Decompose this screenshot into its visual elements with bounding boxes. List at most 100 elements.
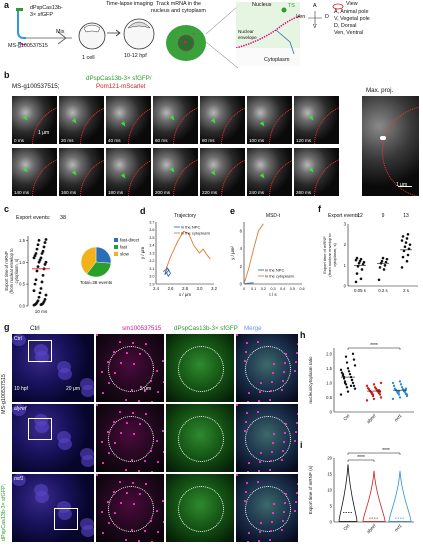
- mrna-spot: [257, 481, 259, 483]
- mrna-spot: [259, 531, 261, 533]
- x-tick-label: alyref: [366, 523, 378, 535]
- mrna-spot: [272, 512, 274, 514]
- nuclear-envelope-outline: [80, 104, 104, 144]
- data-point: [344, 355, 348, 358]
- time-frame: 40 ms: [106, 96, 151, 144]
- mrna-spot: [270, 460, 272, 462]
- data-point: [392, 384, 396, 388]
- mrna-spot: [151, 471, 153, 472]
- data-point: [385, 257, 389, 261]
- green-arrow-icon: [169, 115, 177, 122]
- mrna-spot: [113, 351, 115, 353]
- y-tick-label: 3: [344, 222, 347, 227]
- nuclear-envelope-outline: [314, 104, 339, 144]
- nucleus-blob: [57, 361, 71, 373]
- data-point: [42, 245, 46, 249]
- frame-time-label: 160 ms: [61, 190, 77, 195]
- data-point: [350, 378, 354, 382]
- data-point: [384, 260, 388, 264]
- mrna-spot: [270, 530, 272, 532]
- col-header-merge: Merge: [244, 325, 262, 332]
- y-tick-label: 10: [327, 488, 332, 493]
- mrna-spot: [285, 493, 287, 495]
- mrna-spot: [131, 389, 133, 391]
- green-arrow-icon: [22, 115, 30, 122]
- mrna-spot: [259, 461, 261, 463]
- one-cell-embryo-icon: [78, 22, 106, 50]
- col-header-ctrl: Ctrl: [30, 325, 40, 332]
- data-point: [44, 260, 48, 264]
- mrna-spot: [245, 351, 247, 353]
- data-point: [377, 278, 381, 282]
- chart-title: MSD-t: [266, 213, 281, 219]
- data-point: [37, 295, 41, 299]
- data-point: [355, 256, 359, 260]
- data-point: [39, 287, 43, 290]
- frame-time-label: 120 ms: [296, 138, 312, 143]
- y-tick-label: 1.5: [19, 238, 25, 243]
- legend-swatch: [114, 245, 118, 249]
- x-tick-label: 0.6: [299, 287, 304, 291]
- mrna-spot: [283, 511, 285, 513]
- x-tick-label: alyref: [366, 413, 378, 425]
- mrna-spot: [150, 520, 152, 522]
- events-count: 9: [382, 213, 385, 219]
- legend-label: slow: [120, 252, 130, 257]
- panel-label-d: d: [140, 206, 146, 216]
- frame-time-label: 0 ms: [14, 138, 24, 143]
- mrna-spot: [245, 421, 247, 423]
- y-tick-label: 2: [240, 264, 243, 269]
- mrna-spot: [285, 423, 287, 425]
- mrna-spot: [157, 461, 159, 463]
- mrna-spot: [269, 399, 271, 401]
- data-point: [400, 266, 404, 269]
- mrna-spot: [273, 503, 275, 505]
- mrna-spot: [102, 392, 104, 394]
- nucleus-outline: [245, 486, 291, 532]
- y-tick-label: 3.2: [149, 259, 154, 263]
- y-tick-label: 1.0: [326, 380, 332, 385]
- mrna-spot: [113, 491, 115, 493]
- mrna-spot: [132, 342, 134, 344]
- mrna-spot: [163, 521, 164, 523]
- construct-label-2: 3× sfGFP: [30, 12, 53, 18]
- compass-icon: [308, 11, 322, 25]
- merge-image: [236, 404, 298, 472]
- data-point: [407, 247, 411, 251]
- x-tick-label: 2 s: [403, 288, 410, 293]
- mrna-spot: [120, 432, 122, 434]
- mrna-spot: [102, 532, 104, 534]
- data-point: [38, 258, 42, 262]
- legend-swatch: [114, 238, 118, 242]
- panel-b-title-red: Pom121-mScarlet: [96, 83, 146, 90]
- mrna-spot: [269, 469, 271, 471]
- mrna-spot: [272, 372, 274, 374]
- mrna-spot: [247, 541, 249, 542]
- y-tick-label: 15: [327, 472, 332, 477]
- mrna-spot: [131, 529, 133, 531]
- data-point: [405, 393, 409, 396]
- legend-v: V, Vegetal pole: [334, 16, 370, 22]
- mrna-spot: [144, 460, 146, 462]
- mrna-spot: [151, 401, 153, 402]
- x-axis-label: x / μm: [179, 292, 192, 297]
- green-arrow-icon: [210, 118, 218, 125]
- imaging-label-1: Time-lapse imaging: [106, 1, 153, 7]
- mrna-spot: [139, 423, 141, 425]
- green-arrow-icon: [71, 170, 79, 177]
- mrna-spot: [139, 353, 141, 355]
- frame-time-label: 40 ms: [108, 138, 121, 143]
- sm-image: [96, 334, 164, 402]
- legend-ven: Ven, Ventral: [334, 30, 364, 36]
- data-point: [39, 256, 43, 260]
- data-point: [378, 266, 382, 269]
- events-count: 13: [403, 213, 409, 219]
- mrna-spot: [114, 372, 116, 374]
- mrna-spot: [101, 441, 103, 443]
- mrna-spot: [285, 353, 287, 355]
- data-point: [393, 387, 397, 390]
- mrna-spot: [162, 430, 164, 432]
- msd-line: [243, 282, 254, 285]
- mrna-spot: [151, 541, 153, 542]
- data-point: [41, 273, 45, 277]
